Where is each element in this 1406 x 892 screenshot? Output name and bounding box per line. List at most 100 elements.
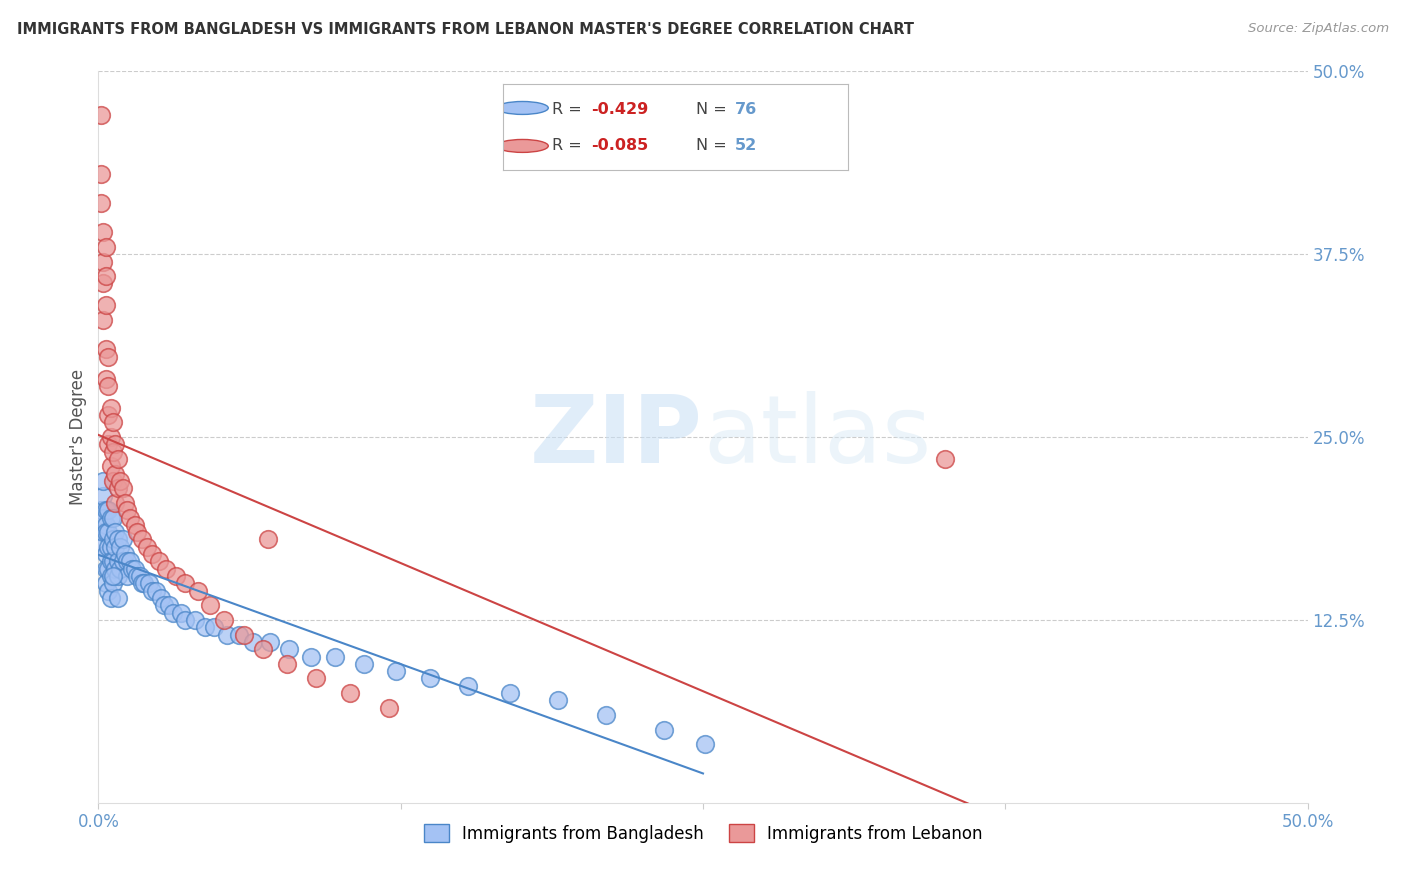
Point <box>108 540 131 554</box>
Point <box>547 693 569 707</box>
Point <box>131 533 153 547</box>
Point <box>118 554 141 568</box>
Point <box>339 686 361 700</box>
Point <box>121 562 143 576</box>
Point <box>100 459 122 474</box>
Point <box>595 708 617 723</box>
Point <box>232 627 254 641</box>
Point <box>198 599 221 613</box>
Point <box>90 503 112 517</box>
Point <box>165 569 187 583</box>
Point <box>107 481 129 495</box>
Point <box>152 599 174 613</box>
Point <box>184 613 207 627</box>
Point <box>117 503 139 517</box>
Point <box>91 510 114 524</box>
Point <box>107 569 129 583</box>
Point <box>108 562 131 576</box>
Point <box>100 569 122 583</box>
Point <box>108 474 131 488</box>
Point <box>498 686 520 700</box>
Point <box>94 503 117 517</box>
Point <box>104 467 127 481</box>
Point <box>104 496 127 510</box>
Point <box>101 569 124 583</box>
Point <box>107 554 129 568</box>
Point <box>385 664 408 678</box>
Point <box>141 583 163 598</box>
Point <box>97 583 120 598</box>
Point <box>101 554 124 568</box>
Point <box>100 430 122 444</box>
Point <box>135 540 157 554</box>
Point <box>117 569 139 583</box>
Point <box>104 562 127 576</box>
Point <box>377 700 399 714</box>
Point <box>128 569 150 583</box>
Point <box>91 474 114 488</box>
Point <box>101 533 124 547</box>
Text: Source: ZipAtlas.com: Source: ZipAtlas.com <box>1249 22 1389 36</box>
Point <box>94 371 117 385</box>
Point <box>94 269 117 284</box>
Point <box>107 533 129 547</box>
Point <box>94 547 117 561</box>
Point <box>212 613 235 627</box>
Point <box>138 576 160 591</box>
Point <box>97 525 120 540</box>
Text: atlas: atlas <box>703 391 931 483</box>
Point <box>305 672 328 686</box>
Point <box>114 547 136 561</box>
Point <box>91 525 114 540</box>
Point <box>94 298 117 312</box>
Point <box>101 576 124 591</box>
Point <box>91 254 114 268</box>
Point <box>91 489 114 503</box>
Point <box>97 562 120 576</box>
Point <box>97 379 120 393</box>
Point <box>94 343 117 357</box>
Point <box>131 576 153 591</box>
Point <box>276 657 298 671</box>
Point <box>97 540 120 554</box>
Point <box>141 547 163 561</box>
Point <box>90 108 112 122</box>
Point <box>117 554 139 568</box>
Point <box>90 540 112 554</box>
Point <box>157 599 180 613</box>
Point <box>150 591 173 605</box>
Point <box>111 533 134 547</box>
Point <box>107 452 129 467</box>
Point <box>127 569 149 583</box>
Legend: Immigrants from Bangladesh, Immigrants from Lebanon: Immigrants from Bangladesh, Immigrants f… <box>416 818 990 849</box>
Point <box>325 649 347 664</box>
Point <box>100 401 122 415</box>
Point <box>100 540 122 554</box>
Point <box>124 517 146 532</box>
Point <box>187 583 209 598</box>
Point <box>111 554 134 568</box>
Point <box>97 350 120 364</box>
Point <box>124 562 146 576</box>
Point <box>90 196 112 211</box>
Point <box>204 620 226 634</box>
Point <box>155 562 177 576</box>
Point <box>104 437 127 451</box>
Text: ZIP: ZIP <box>530 391 703 483</box>
Point <box>94 562 117 576</box>
Point <box>91 225 114 239</box>
Point <box>101 416 124 430</box>
Y-axis label: Master's Degree: Master's Degree <box>69 369 87 505</box>
Text: IMMIGRANTS FROM BANGLADESH VS IMMIGRANTS FROM LEBANON MASTER'S DEGREE CORRELATIO: IMMIGRANTS FROM BANGLADESH VS IMMIGRANTS… <box>17 22 914 37</box>
Point <box>101 444 124 458</box>
Point <box>134 576 156 591</box>
Point <box>104 525 127 540</box>
Point <box>118 510 141 524</box>
Point <box>97 437 120 451</box>
Point <box>94 525 117 540</box>
Point <box>94 240 117 254</box>
Point <box>174 613 197 627</box>
Point <box>91 313 114 327</box>
Point <box>97 408 120 422</box>
Point <box>299 649 322 664</box>
